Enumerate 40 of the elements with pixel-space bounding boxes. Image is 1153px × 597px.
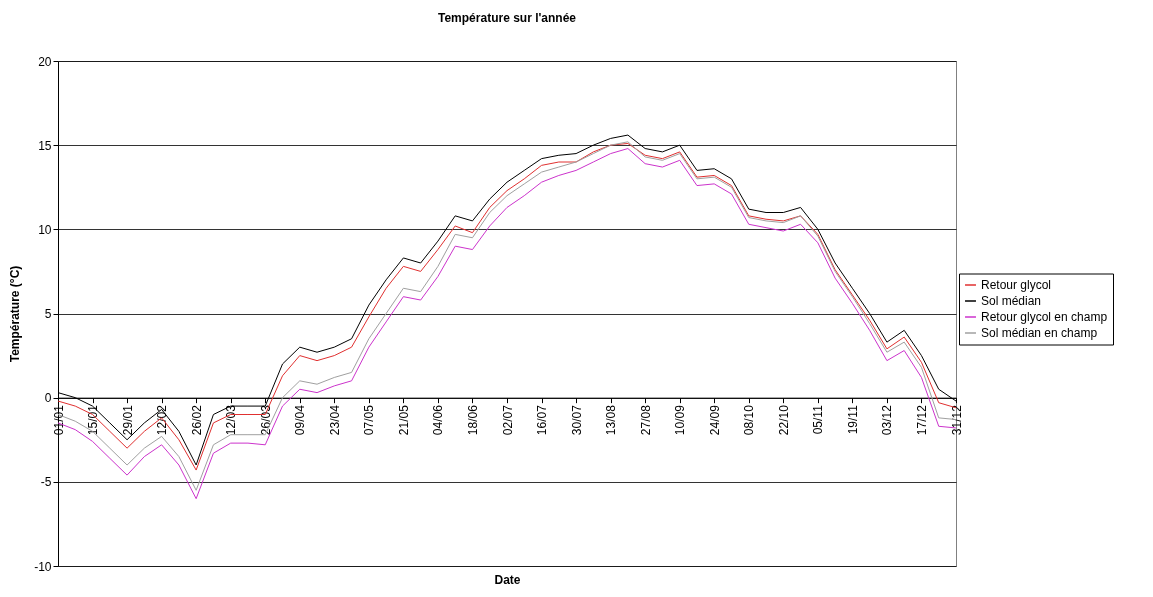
x-tick-label: 24/09 bbox=[707, 404, 722, 436]
y-axis-title: Température (°C) bbox=[8, 265, 23, 363]
y-tick-label: 20 bbox=[38, 54, 52, 69]
x-tick-label: 16/07 bbox=[535, 404, 550, 436]
legend-label: Sol médian bbox=[981, 294, 1042, 308]
x-tick-label: 09/04 bbox=[293, 404, 308, 436]
x-tick-label: 08/10 bbox=[742, 404, 757, 436]
y-tick-label: 10 bbox=[38, 222, 52, 237]
y-tick-label: 15 bbox=[38, 138, 52, 153]
x-axis-title: Date bbox=[494, 572, 521, 587]
x-tick-label: 19/11 bbox=[845, 404, 860, 435]
y-tick-label: 0 bbox=[44, 391, 52, 406]
x-tick-label: 22/10 bbox=[776, 404, 791, 436]
x-tick-label: 23/04 bbox=[327, 404, 342, 436]
x-tick-label: 29/01 bbox=[120, 404, 135, 436]
legend-label: Sol médian en champ bbox=[981, 326, 1098, 340]
x-tick-label: 12/02 bbox=[155, 404, 170, 436]
x-tick-label: 31/12 bbox=[949, 404, 964, 436]
x-tick-label: 05/11 bbox=[811, 404, 826, 435]
x-tick-label: 10/09 bbox=[673, 404, 688, 436]
y-tick-label: -5 bbox=[40, 475, 52, 490]
x-tick-label: 30/07 bbox=[569, 404, 584, 436]
x-tick-label: 02/07 bbox=[500, 404, 515, 436]
x-tick-label: 18/06 bbox=[465, 404, 480, 436]
x-tick-label: 21/05 bbox=[396, 404, 411, 436]
y-tick-label: -10 bbox=[34, 559, 52, 574]
x-tick-label: 26/03 bbox=[258, 404, 273, 436]
x-tick-label: 13/08 bbox=[604, 404, 619, 436]
x-tick-label: 17/12 bbox=[914, 404, 929, 436]
x-tick-label: 27/08 bbox=[638, 404, 653, 436]
y-tick-label: 5 bbox=[44, 307, 52, 321]
x-tick-label: 07/05 bbox=[362, 404, 377, 436]
x-tick-label: 26/02 bbox=[189, 404, 204, 436]
x-tick-label: 12/03 bbox=[224, 404, 239, 436]
chart-title: Température sur l'année bbox=[437, 11, 577, 25]
x-tick-label: 15/01 bbox=[86, 404, 101, 436]
x-tick-label: 03/12 bbox=[880, 404, 895, 436]
x-tick-label: 04/06 bbox=[431, 404, 446, 436]
legend-label: Retour glycol bbox=[981, 278, 1052, 292]
legend-label: Retour glycol en champ bbox=[981, 310, 1108, 324]
